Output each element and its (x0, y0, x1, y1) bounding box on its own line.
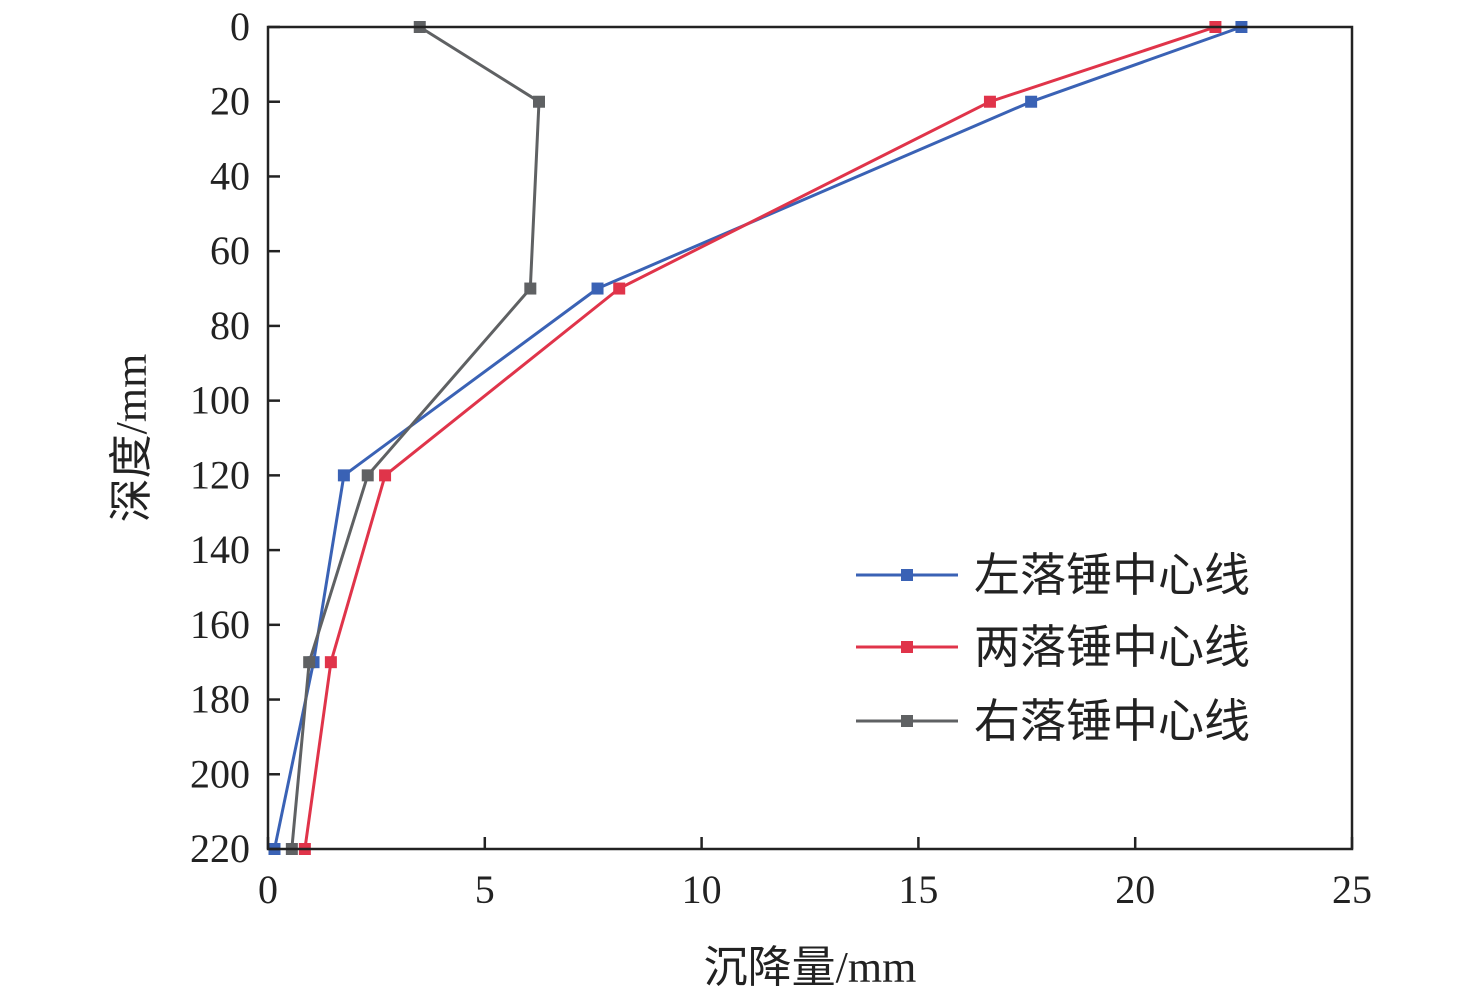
x-tick-label: 15 (898, 867, 938, 912)
y-axis-label: 深度/mm (107, 354, 156, 523)
data-point-right-hammer (524, 282, 537, 295)
data-point-right-hammer (361, 469, 374, 482)
y-tick-label: 180 (190, 677, 250, 722)
y-tick-label: 160 (190, 602, 250, 647)
legend-marker-right-hammer (901, 715, 913, 727)
series-line-right-hammer (290, 25, 541, 850)
x-axis-ticks: 0 5 10 15 20 25 (258, 837, 1372, 912)
series-line-both-hammers (303, 25, 1216, 850)
data-point-left-hammer (1025, 95, 1038, 108)
legend-marker-both-hammers (901, 641, 913, 653)
y-tick-label: 140 (190, 527, 250, 572)
y-tick-label: 200 (190, 751, 250, 796)
y-tick-label: 40 (210, 153, 250, 198)
y-tick-label: 0 (230, 4, 250, 49)
y-tick-label: 80 (210, 303, 250, 348)
y-axis-ticks: 0 20 40 60 80 100 120 140 160 180 200 220 (190, 4, 280, 871)
data-point-both-hammers (613, 282, 626, 295)
x-tick-label: 20 (1115, 867, 1155, 912)
plot-frame (266, 25, 1354, 851)
x-tick-label: 10 (682, 867, 722, 912)
y-tick-label: 220 (190, 826, 250, 871)
legend-entry-both-hammers: 两落锤中心线 (856, 622, 1250, 673)
data-point-left-hammer (337, 469, 350, 482)
legend-label-left-hammer: 左落锤中心线 (974, 550, 1250, 601)
y-tick-label: 60 (210, 228, 250, 273)
series-both-hammers (298, 21, 1222, 855)
legend: 左落锤中心线 两落锤中心线 右落锤中心线 (856, 550, 1250, 747)
x-tick-label: 25 (1332, 867, 1372, 912)
legend-marker-left-hammer (901, 569, 913, 581)
data-point-left-hammer (591, 282, 604, 295)
x-tick-label: 0 (258, 867, 278, 912)
x-tick-label: 5 (475, 867, 495, 912)
y-tick-label: 120 (190, 452, 250, 497)
x-axis-label: 沉降量/mm (704, 943, 917, 992)
legend-label-right-hammer: 右落锤中心线 (974, 696, 1250, 747)
data-point-both-hammers (983, 95, 996, 108)
y-tick-label: 100 (190, 378, 250, 423)
legend-label-both-hammers: 两落锤中心线 (974, 622, 1250, 673)
legend-entry-right-hammer: 右落锤中心线 (856, 696, 1250, 747)
data-point-both-hammers (379, 469, 392, 482)
y-tick-label: 20 (210, 79, 250, 124)
data-point-right-hammer (533, 95, 545, 108)
data-point-both-hammers (324, 656, 337, 669)
series-layer (268, 21, 1248, 855)
data-point-right-hammer (303, 656, 316, 669)
legend-entry-left-hammer: 左落锤中心线 (856, 550, 1250, 601)
series-right-hammer (285, 21, 545, 855)
